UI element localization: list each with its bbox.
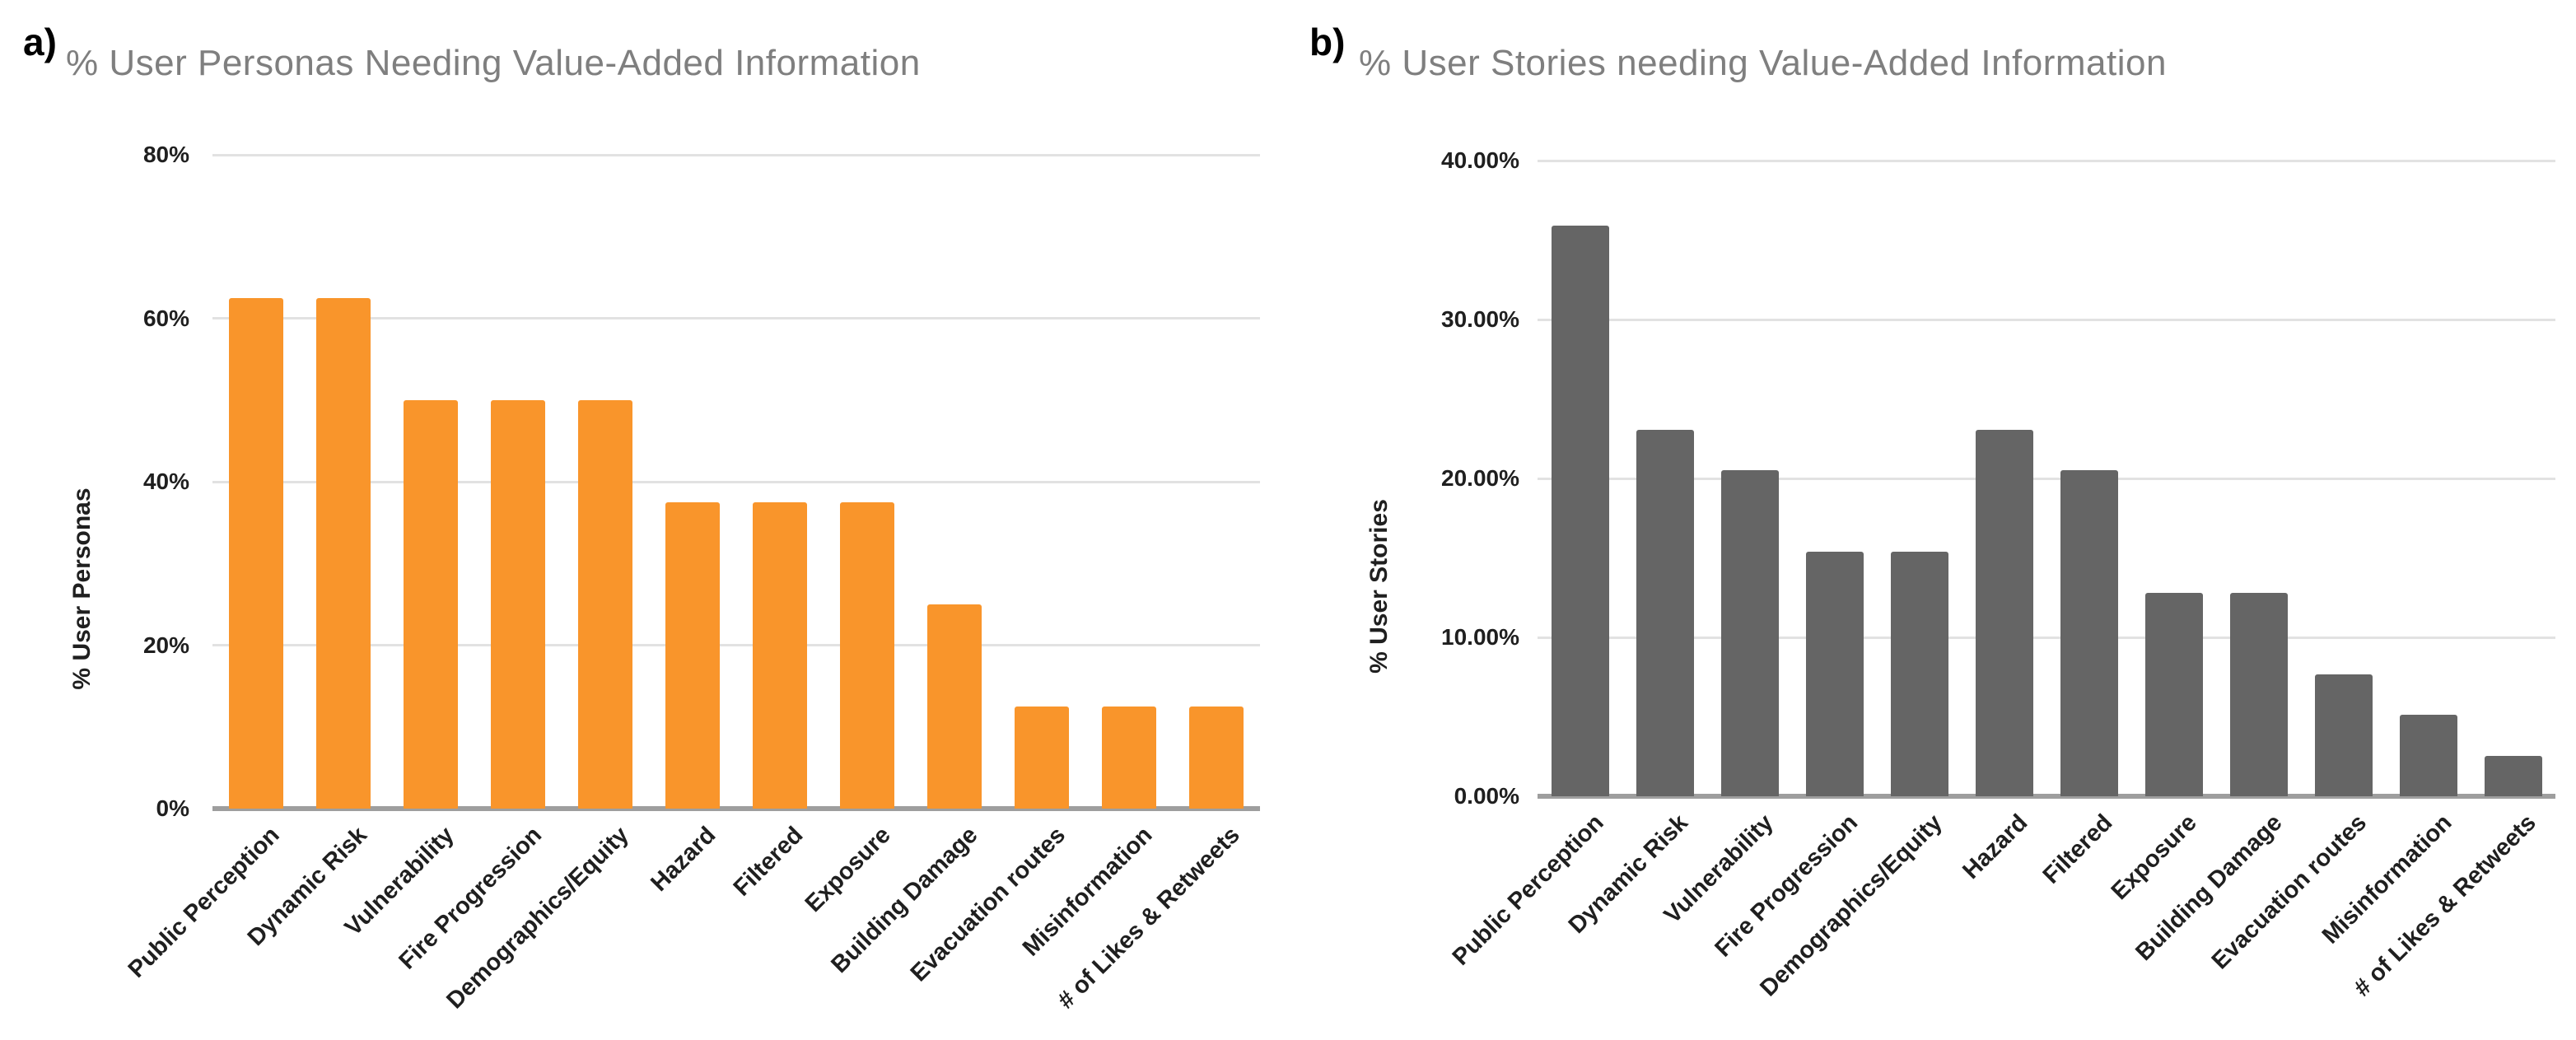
x-category-label: Fire Progression — [1710, 809, 1864, 963]
chart-b-plot-area: 0.00% 10.00% 20.00% 30.00% 40.00% Public Perc… — [1441, 147, 2555, 1001]
bar-hazard — [1975, 429, 2033, 796]
bar-building-damage — [927, 604, 982, 809]
y-tick-label: 40.00% — [1441, 147, 1519, 173]
gridline — [1538, 159, 2555, 162]
y-tick-label: 20% — [142, 632, 189, 658]
y-tick-label: 80% — [142, 142, 189, 167]
bar-evacuation-routes — [1015, 706, 1069, 809]
bar-evacuation-routes — [2314, 674, 2373, 796]
x-category-label: Evacuation routes — [2206, 809, 2373, 975]
panel-label-b: b) — [1309, 21, 1346, 63]
chart-b-user-stories: b) % User Stories needing Value-Added In… — [1288, 0, 2576, 1040]
gridline — [1538, 477, 2555, 480]
y-tick-label: 60% — [142, 305, 189, 331]
bar-hazard — [665, 501, 720, 809]
bar-demographics-equity — [1890, 552, 1948, 796]
bar-vulnerability — [404, 399, 458, 809]
y-tick-label: 20.00% — [1441, 465, 1519, 491]
x-category-label: # of Likes & Retweets — [1052, 822, 1245, 1014]
x-category-label: Building Damage — [2130, 809, 2288, 967]
gridline — [212, 480, 1260, 483]
bar-public-perception — [229, 297, 283, 809]
gridline — [1538, 318, 2555, 321]
y-tick-label: 40% — [142, 469, 189, 494]
y-tick-label: 0.00% — [1454, 783, 1519, 809]
x-category-label: Evacuation routes — [905, 822, 1071, 987]
bar-misinformation — [1102, 706, 1156, 809]
bar--of-likes-retweets — [2484, 755, 2542, 796]
x-category-label: Demographics/Equity — [441, 822, 634, 1014]
x-category-label: Public Perception — [1447, 809, 1609, 971]
bar-fire-progression — [491, 399, 545, 809]
bar-misinformation — [2399, 715, 2457, 796]
bar-filtered — [753, 501, 807, 809]
bar-building-damage — [2229, 592, 2288, 796]
bar-exposure — [2144, 592, 2203, 796]
gridline — [212, 317, 1260, 319]
bar-dynamic-risk — [1636, 429, 1694, 796]
chart-b-title: % User Stories needing Value-Added Infor… — [1359, 43, 2167, 83]
chart-a-y-axis-title: % User Personas — [68, 487, 96, 690]
y-tick-label: 10.00% — [1441, 624, 1519, 650]
x-category-label: Hazard — [646, 822, 721, 898]
chart-a-user-personas: a) % User Personas Needing Value-Added I… — [23, 21, 1260, 1014]
bar-filtered — [2060, 470, 2118, 796]
bar-exposure — [840, 501, 894, 809]
bar--of-likes-retweets — [1189, 706, 1244, 809]
gridline — [212, 153, 1260, 156]
chart-a-title: % User Personas Needing Value-Added Info… — [66, 43, 921, 83]
bar-fire-progression — [1805, 552, 1864, 796]
x-category-label: Building Damage — [826, 822, 983, 979]
gridline — [1538, 636, 2555, 639]
x-category-label: Filtered — [2037, 809, 2118, 889]
bar-dynamic-risk — [316, 297, 371, 809]
x-category-label: Public Perception — [123, 822, 285, 983]
bar-vulnerability — [1720, 470, 1779, 796]
panel-label-a: a) — [23, 21, 57, 63]
x-axis-baseline — [212, 806, 1260, 811]
x-axis-baseline — [1538, 794, 2555, 799]
y-tick-label: 30.00% — [1441, 306, 1519, 332]
x-category-label: Filtered — [728, 822, 809, 902]
chart-b-y-axis-title: % User Stories — [1365, 499, 1393, 674]
y-tick-label: 0% — [156, 795, 189, 821]
bar-public-perception — [1551, 226, 1609, 796]
x-category-label: Hazard — [1958, 809, 2033, 885]
gridline — [212, 644, 1260, 646]
chart-a-plot-area: 0% 20% 40% 60% 80% Public Perception Dynamic R… — [124, 142, 1260, 1014]
bar-demographics-equity — [578, 399, 632, 809]
